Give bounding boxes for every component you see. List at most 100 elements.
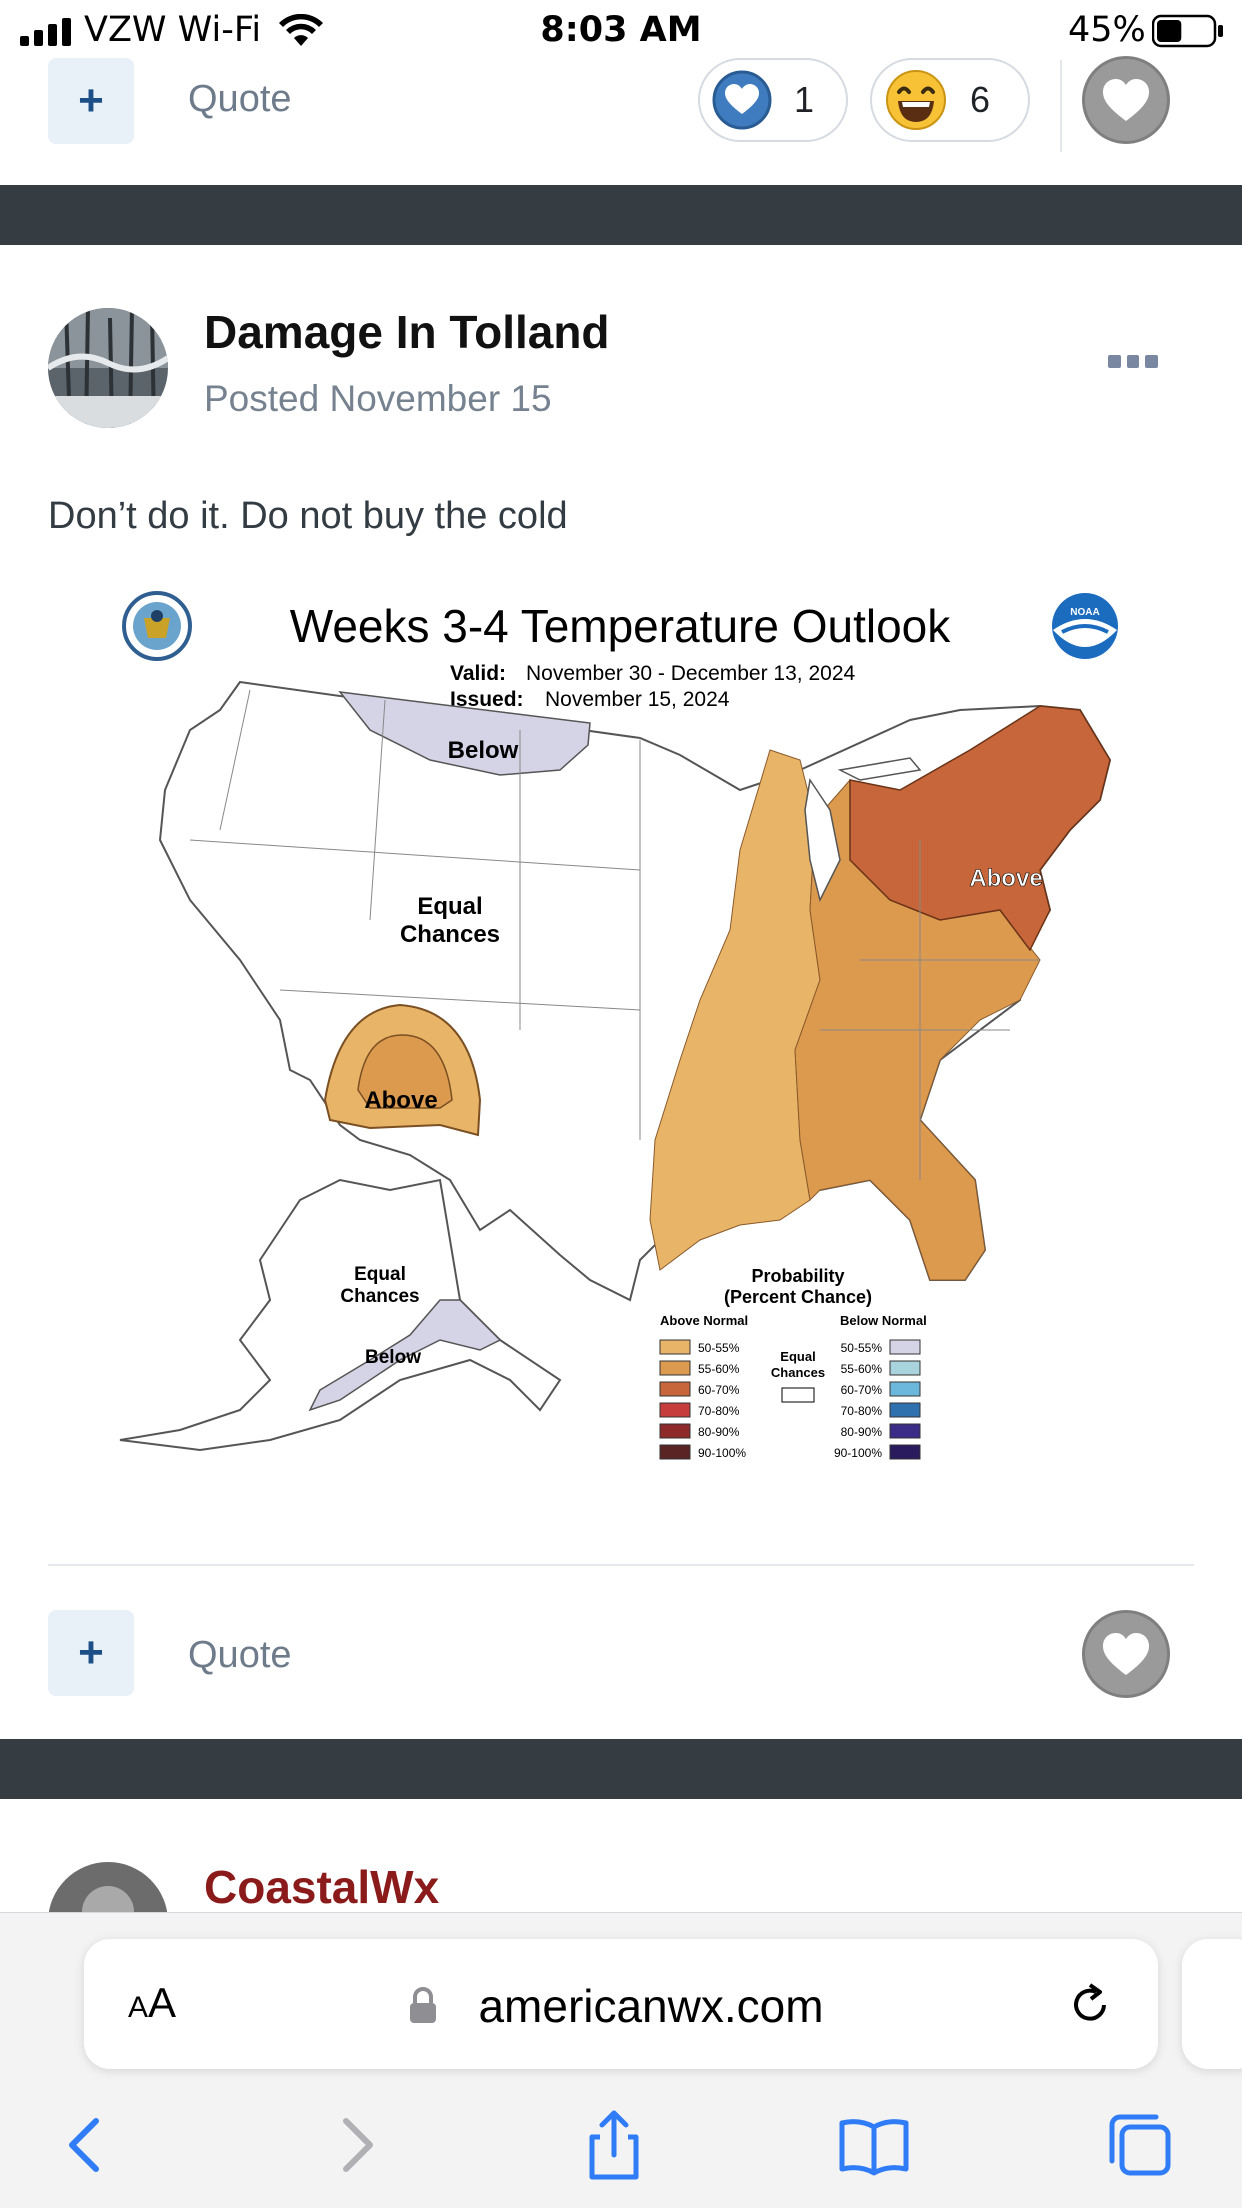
bookmarks-icon[interactable] [838, 2109, 910, 2181]
map-valid-dates: November 30 - December 13, 2024 [526, 662, 855, 685]
battery-percent: 45% [1068, 10, 1146, 50]
legend-below-swatch [889, 1423, 921, 1439]
heart-icon [1103, 79, 1149, 121]
legend-below-label: 70-80% [841, 1404, 883, 1418]
svg-text:NOAA: NOAA [1070, 607, 1099, 618]
address-bar[interactable]: AA americanwx.com [84, 1939, 1158, 2069]
heart-reaction-count: 1 [794, 79, 815, 120]
legend-below-swatch [889, 1444, 921, 1460]
post-date[interactable]: Posted November 15 [204, 378, 552, 419]
great-lakes [804, 757, 922, 903]
legend-rows: 50-55% 55-60% 60-70% 70-80% 80-90% 90-100% 50-… [659, 1339, 921, 1460]
legend-above-label: 70-80% [698, 1404, 740, 1418]
cellular-signal-icon [20, 18, 71, 46]
legend-below-label: 60-70% [841, 1383, 883, 1397]
laughing-emoji-icon [886, 70, 946, 130]
post-separator [0, 1739, 1242, 1799]
laugh-reaction-button[interactable]: 6 [870, 58, 1030, 142]
legend-above-swatch [659, 1381, 691, 1397]
above-60-70-region [849, 705, 1111, 952]
carrier-label: VZW Wi-Fi [84, 10, 262, 50]
outlook-map-image[interactable]: NOAA Weeks 3-4 Temperature Outlook Valid… [40, 580, 1200, 1480]
legend-above-label: 55-60% [698, 1362, 740, 1376]
previous-post-actions: + Quote 1 6 [0, 56, 1242, 156]
legend-above-swatch [659, 1444, 691, 1460]
browser-toolbar: AA americanwx.com [0, 1912, 1242, 2208]
label-alaska-below: Below [365, 1347, 421, 1368]
post-separator [0, 185, 1242, 245]
forward-icon[interactable] [320, 2109, 392, 2181]
label-alaska-equal-line1: Equal [354, 1264, 406, 1285]
tabs-icon[interactable] [1104, 2109, 1176, 2181]
legend-above-swatch [659, 1402, 691, 1418]
reaction-divider [1060, 60, 1062, 152]
legend-equal-swatch [781, 1387, 815, 1403]
legend-above-label: 90-100% [698, 1446, 746, 1460]
label-equal-line2: Chances [400, 921, 500, 948]
laugh-reaction-count: 6 [970, 79, 991, 120]
legend-above-swatch [659, 1360, 691, 1376]
post-actions: + Quote [0, 1610, 1242, 1710]
reload-icon[interactable] [1064, 1979, 1116, 2031]
legend-equal-line1: Equal [780, 1349, 815, 1364]
post-footer-rule [48, 1564, 1194, 1566]
noaa-logo-icon: NOAA [1052, 593, 1118, 659]
next-tab-preview[interactable] [1182, 1939, 1242, 2069]
label-alaska-equal-line2: Chances [340, 1286, 419, 1307]
legend-equal-line2: Chances [771, 1365, 825, 1380]
next-post-author-name[interactable]: CoastalWx [204, 1861, 440, 1913]
multiquote-button[interactable]: + [48, 58, 134, 144]
heart-reaction-button[interactable]: 1 [698, 58, 848, 142]
heart-icon [1103, 1633, 1149, 1675]
below-north-region [338, 691, 591, 776]
legend-below-header: Below Normal [840, 1313, 927, 1328]
label-equal-line1: Equal [417, 893, 482, 920]
legend-below-label: 50-55% [841, 1341, 883, 1355]
multiquote-button[interactable]: + [48, 1610, 134, 1696]
legend-below-swatch [889, 1402, 921, 1418]
legend-below-label: 55-60% [841, 1362, 883, 1376]
map-title: Weeks 3-4 Temperature Outlook [290, 600, 952, 652]
legend-above-swatch [659, 1423, 691, 1439]
heart-reaction-icon [712, 70, 772, 130]
share-icon[interactable] [578, 2109, 650, 2181]
alaska-below-region [308, 1299, 502, 1412]
clock: 8:03 AM [540, 10, 702, 50]
legend-above-label: 80-90% [698, 1425, 740, 1439]
label-above-southwest: Above [364, 1087, 437, 1114]
map-issued-date: November 15, 2024 [545, 688, 730, 711]
quote-button[interactable]: Quote [188, 1634, 292, 1676]
legend-title-line1: Probability [751, 1266, 844, 1286]
text-size-button[interactable]: AA [128, 1979, 177, 2026]
lock-icon [410, 1987, 436, 2023]
post-options-icon[interactable] [1108, 355, 1159, 369]
like-button[interactable] [1082, 56, 1170, 144]
alaska-outline [119, 1178, 562, 1452]
label-above-northeast: Above [969, 865, 1042, 892]
legend-below-swatch [889, 1339, 921, 1355]
back-icon[interactable] [50, 2109, 122, 2181]
battery-icon [1152, 14, 1223, 48]
commerce-seal-icon [122, 591, 192, 661]
legend-above-label: 50-55% [698, 1341, 740, 1355]
map-valid-label: Valid: [450, 662, 506, 685]
legend-above-swatch [659, 1339, 691, 1355]
legend-below-swatch [889, 1360, 921, 1376]
plus-icon: + [78, 76, 104, 125]
quote-button[interactable]: Quote [188, 78, 292, 120]
plus-icon: + [78, 1628, 104, 1677]
legend-above-header: Above Normal [660, 1313, 748, 1328]
legend-below-label: 90-100% [834, 1446, 882, 1460]
legend-below-swatch [889, 1381, 921, 1397]
legend-title-line2: (Percent Chance) [724, 1287, 872, 1307]
url-text: americanwx.com [478, 1980, 824, 2032]
post-author-name[interactable]: Damage In Tolland [204, 306, 610, 358]
status-bar: VZW Wi-Fi 8:03 AM 45% [0, 0, 1242, 60]
wifi-icon [279, 14, 323, 46]
author-avatar[interactable] [48, 308, 168, 428]
like-button[interactable] [1082, 1610, 1170, 1698]
post-body-text: Don’t do it. Do not buy the cold [48, 495, 568, 537]
map-issued-label: Issued: [450, 688, 524, 711]
label-below-north: Below [448, 737, 519, 764]
legend-above-label: 60-70% [698, 1383, 740, 1397]
